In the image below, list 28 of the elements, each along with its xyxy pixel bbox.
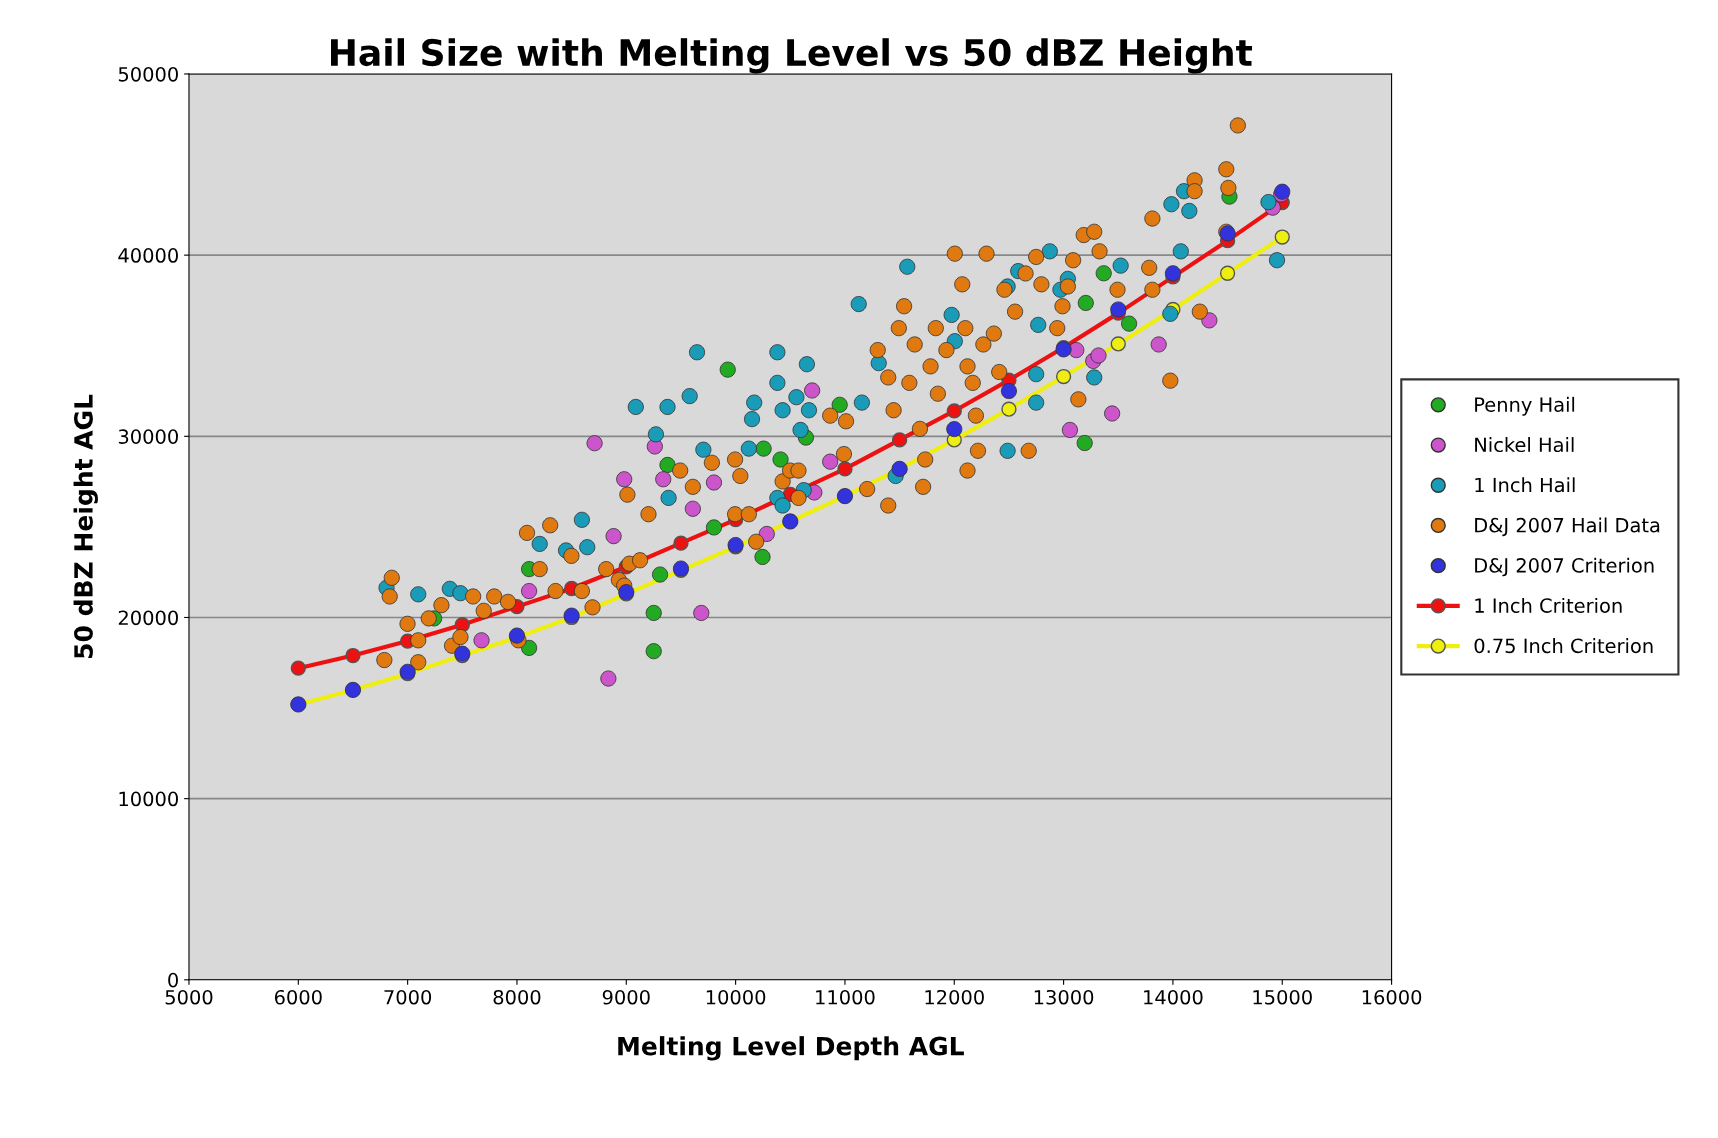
x-tick-label: 8000 — [493, 989, 541, 1005]
legend-label: Penny Hail — [1475, 396, 1575, 416]
legend-label: D&J 2007 Criterion — [1475, 557, 1654, 577]
x-tick-label: 6000 — [274, 989, 322, 1005]
y-tick-label: 30000 — [118, 429, 178, 444]
x-tick-label: 12000 — [925, 989, 984, 1005]
legend-label: 1 Inch Criterion — [1475, 597, 1622, 613]
x-tick-label: 5000 — [165, 989, 213, 1005]
y-tick-label: 50000 — [118, 66, 178, 82]
legend-label: 1 Inch Hail — [1475, 477, 1575, 493]
x-tick-label: 11000 — [816, 989, 875, 1005]
legend-label: D&J 2007 Hail Data — [1475, 517, 1660, 537]
x-tick-label: 10000 — [706, 989, 766, 1005]
x-axis-title: Melting Level Depth AGL — [618, 1036, 964, 1061]
y-tick-label: 0 — [168, 972, 178, 988]
chart-title: Hail Size with Melting Level vs 50 dBZ Height — [331, 38, 1253, 74]
y-tick-label: 10000 — [119, 791, 178, 807]
y-axis-title: 50 dBZ Height AGL — [73, 394, 98, 658]
x-tick-label: 15000 — [1253, 989, 1312, 1005]
x-tick-label: 13000 — [1034, 989, 1094, 1005]
x-tick-label: 16000 — [1362, 989, 1422, 1005]
legend-label: Nickel Hail — [1475, 437, 1574, 453]
y-tick-label: 20000 — [118, 610, 178, 626]
x-tick-label: 14000 — [1144, 989, 1203, 1005]
y-tick-label: 40000 — [118, 248, 178, 263]
legend-label: 0.75 Inch Criterion — [1474, 638, 1653, 654]
x-tick-label: 9000 — [602, 989, 650, 1005]
x-tick-label: 7000 — [384, 989, 432, 1005]
